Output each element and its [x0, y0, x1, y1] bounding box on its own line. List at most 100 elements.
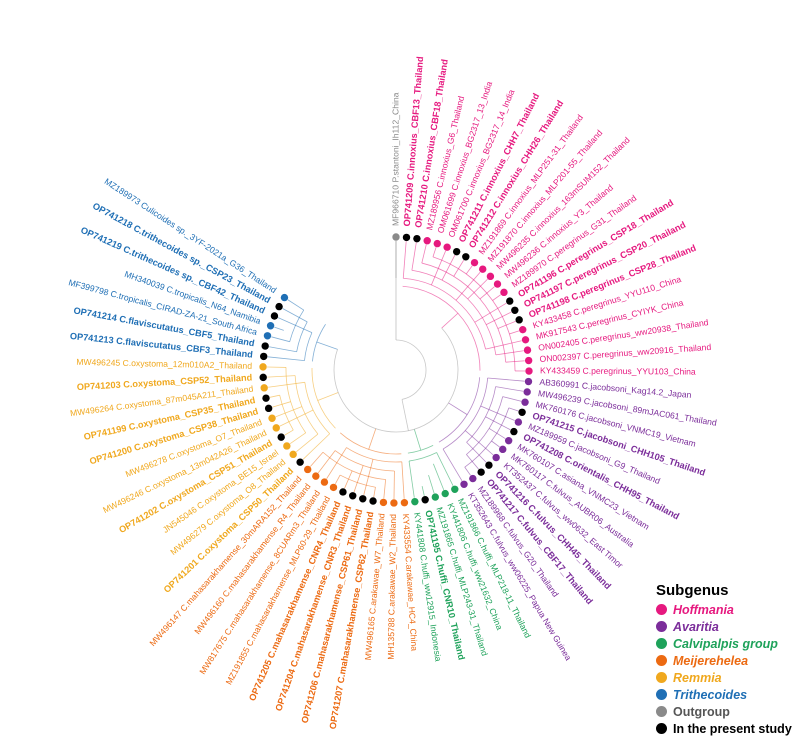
clade-stem	[413, 429, 422, 451]
tip-branch	[432, 463, 445, 490]
tip-dot	[504, 436, 513, 445]
tip-dot	[272, 424, 280, 432]
tip-dot	[523, 388, 531, 396]
clade-stem	[317, 392, 339, 401]
tip-dot	[525, 367, 533, 375]
tip-dot	[499, 445, 507, 454]
tip-branch	[282, 308, 308, 323]
legend-item-hoffmania: Hoffmania	[656, 601, 792, 618]
tip-dot	[470, 258, 479, 267]
tip-branch	[466, 441, 487, 463]
tip-dot	[523, 346, 532, 354]
tree-branches	[267, 241, 525, 499]
tip-dot	[259, 373, 267, 382]
tip-dot	[277, 433, 285, 441]
tip-dot	[259, 352, 268, 361]
legend-swatch	[656, 706, 667, 717]
tip-dot	[469, 474, 477, 483]
subgenus-legend: Subgenus Hoffmania Avaritia Calvipalpis …	[656, 582, 792, 737]
legend-item-remmia: Remmia	[656, 669, 792, 686]
legend-item-meijerehelea: Meijerehelea	[656, 652, 792, 669]
legend-item-present: In the present study	[656, 720, 792, 737]
tip-dot	[510, 427, 518, 436]
tip-dot	[280, 293, 289, 302]
tip-dot	[259, 363, 267, 371]
tip-branch	[431, 250, 446, 286]
clade-arc	[279, 395, 294, 431]
tip-branch	[383, 479, 387, 499]
tip-branch	[408, 461, 415, 498]
tip-branch	[480, 405, 515, 421]
tip-label: MF966710 P.stantoni_Ih112_China	[390, 92, 400, 226]
clade-arc	[296, 321, 308, 352]
tip-branch	[296, 433, 319, 453]
tip-dot	[514, 418, 523, 426]
legend-swatch	[656, 689, 667, 700]
clade-arc	[432, 256, 516, 371]
tip-branch	[505, 360, 525, 363]
clade-arc	[408, 452, 437, 462]
clade-arc	[289, 309, 305, 342]
legend-item-trithecoides: Trithecoides	[656, 686, 792, 703]
root-arc	[333, 327, 459, 433]
tip-branch	[441, 255, 456, 281]
legend-swatch	[656, 672, 667, 683]
tip-branch	[402, 241, 407, 279]
tip-branch	[279, 409, 314, 427]
tip-dot	[268, 414, 276, 422]
tip-branch	[421, 244, 427, 264]
legend-label: Calvipalpis group	[673, 636, 778, 651]
legend-label: Trithecoides	[673, 687, 748, 702]
tip-dot	[264, 404, 273, 413]
tip-label: MH135788 C.arakawae_W2_Thailand	[386, 514, 398, 660]
tip-dot	[441, 489, 449, 498]
legend-item-avaritia: Avaritia	[656, 618, 792, 635]
tip-dot	[296, 458, 304, 466]
tip-dot	[423, 237, 431, 245]
tip-dot	[515, 316, 523, 324]
tip-branch	[495, 386, 524, 392]
clade-arc	[421, 262, 507, 363]
tip-dot	[485, 461, 493, 469]
tip-dot	[369, 497, 377, 505]
clade-arc	[304, 332, 313, 361]
tip-branch	[401, 461, 405, 499]
clade-arc	[411, 269, 497, 355]
legend-swatch	[656, 655, 667, 666]
tip-dot	[379, 498, 388, 507]
tip-labels: MF966710 P.stantoni_Ih112_China OP741209 …	[67, 56, 717, 730]
tip-dot	[460, 480, 468, 488]
tip-dot	[320, 478, 329, 486]
tip-branch	[363, 458, 374, 496]
clade-arc	[407, 444, 434, 454]
tip-dot	[275, 302, 283, 311]
tip-branch	[474, 302, 507, 323]
legend-label: Hoffmania	[673, 602, 734, 617]
tip-branch	[479, 286, 495, 300]
tip-dot	[390, 499, 398, 507]
tip-dot	[261, 342, 269, 350]
tip-branch	[275, 406, 303, 418]
tip-dot	[359, 495, 367, 503]
legend-swatch	[656, 638, 667, 649]
tip-branch	[271, 336, 290, 343]
root-stem	[401, 399, 409, 431]
tip-dot	[462, 253, 470, 261]
tip-dot	[329, 483, 338, 492]
tip-markers	[259, 233, 533, 507]
tip-dot	[413, 234, 421, 243]
tip-branch	[466, 454, 479, 470]
tip-dot	[312, 472, 320, 480]
clade-arc	[442, 377, 489, 450]
tip-branch	[485, 340, 522, 350]
tip-dot	[349, 492, 357, 500]
tip-dot	[289, 450, 297, 459]
legend-label: Outgroup	[673, 704, 730, 719]
tip-branch	[268, 381, 305, 388]
tip-branch	[277, 317, 313, 334]
tip-label: KY433459 C.peregrinus_YYU103_China	[540, 365, 696, 376]
tip-branch	[436, 452, 454, 486]
tip-branch	[267, 375, 296, 378]
legend-label: Remmia	[673, 670, 722, 685]
